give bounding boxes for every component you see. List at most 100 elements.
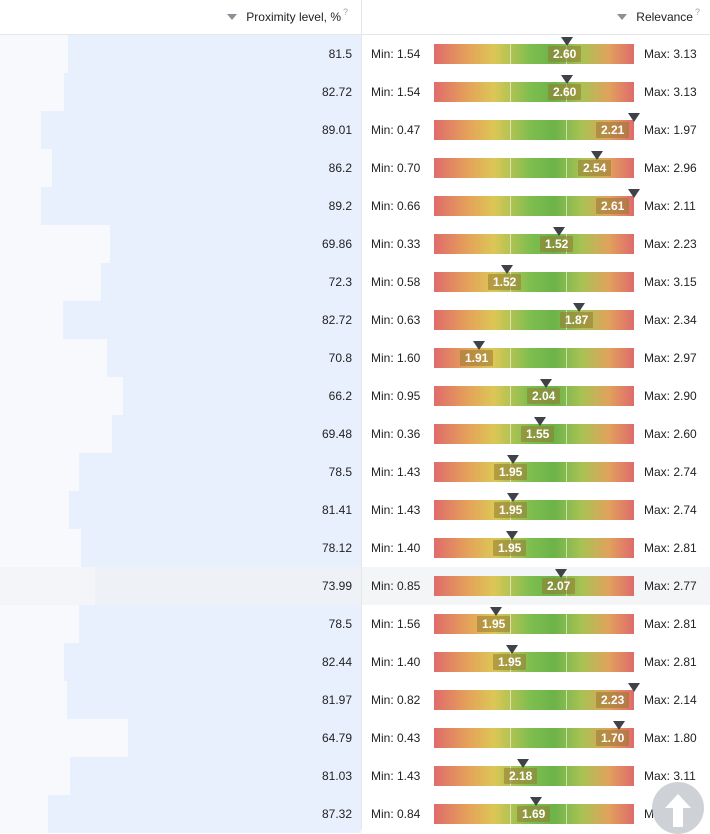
- table-row[interactable]: 89.01 Min: 0.47 2.21 Max: 1.97: [0, 111, 710, 149]
- table-row[interactable]: 69.48 Min: 0.36 1.55 Max: 2.60: [0, 415, 710, 453]
- relevance-value-badge: 2.60: [548, 46, 582, 62]
- bar-tick: [510, 614, 511, 634]
- proximity-value: 78.5: [328, 617, 352, 631]
- table-row[interactable]: 78.5 Min: 1.43 1.95 Max: 2.74: [0, 453, 710, 491]
- bar-tick: [566, 196, 567, 216]
- table-row[interactable]: 81.03 Min: 1.43 2.18 Max: 3.11: [0, 757, 710, 795]
- relevance-column-header[interactable]: Relevance ?: [362, 0, 700, 34]
- table-row[interactable]: 66.2 Min: 0.95 2.04 Max: 2.90: [0, 377, 710, 415]
- relevance-marker-icon: [613, 721, 625, 730]
- bar-tick: [510, 310, 511, 330]
- relevance-marker-icon: [501, 265, 513, 274]
- relevance-gradient-bar: 2.04: [434, 379, 634, 406]
- relevance-cell: Min: 0.47 2.21 Max: 1.97: [362, 111, 710, 149]
- relevance-max-label: Max: 2.81: [644, 617, 697, 631]
- relevance-marker-icon: [628, 189, 640, 198]
- sort-arrow-down-icon[interactable]: [617, 14, 628, 20]
- relevance-value-badge: 1.95: [493, 654, 527, 670]
- proximity-value: 82.72: [321, 313, 352, 327]
- relevance-max-label: Max: 2.74: [644, 465, 697, 479]
- proximity-cell: 78.5: [0, 453, 361, 491]
- relevance-cell: Min: 0.36 1.55 Max: 2.60: [362, 415, 710, 453]
- proximity-cell: 81.5: [0, 35, 361, 73]
- table-row[interactable]: 81.97 Min: 0.82 2.23 Max: 2.14: [0, 681, 710, 719]
- redacted-keyword: [0, 567, 95, 605]
- table-row[interactable]: 82.72 Min: 1.54 2.60 Max: 3.13: [0, 73, 710, 111]
- relevance-cell: Min: 0.70 2.54 Max: 2.96: [362, 149, 710, 187]
- relevance-max-label: Max: 3.13: [644, 47, 697, 61]
- redacted-keyword: [0, 111, 41, 149]
- relevance-cell: Min: 0.85 2.07 Max: 2.77: [362, 567, 710, 605]
- relevance-value-badge: 1.70: [596, 730, 630, 746]
- redacted-keyword: [0, 149, 52, 187]
- proximity-value: 72.3: [328, 275, 352, 289]
- redacted-keyword: [0, 605, 79, 643]
- scroll-to-top-button[interactable]: [652, 782, 704, 834]
- redacted-keyword: [0, 757, 70, 795]
- proximity-value: 73.99: [321, 579, 352, 593]
- proximity-value: 81.97: [321, 693, 352, 707]
- table-row[interactable]: 64.79 Min: 0.43 1.70 Max: 1.80: [0, 719, 710, 757]
- proximity-cell: 78.5: [0, 605, 361, 643]
- relevance-marker-icon: [517, 759, 529, 768]
- relevance-cell: Min: 0.63 1.87 Max: 2.34: [362, 301, 710, 339]
- relevance-min-label: Min: 1.43: [371, 769, 421, 783]
- relevance-value-badge: 1.95: [493, 540, 527, 556]
- proximity-value: 86.2: [328, 161, 352, 175]
- table-row[interactable]: 69.86 Min: 0.33 1.52 Max: 2.23: [0, 225, 710, 263]
- proximity-value: 64.79: [321, 731, 352, 745]
- relevance-marker-icon: [591, 151, 603, 160]
- help-icon[interactable]: ?: [342, 7, 348, 17]
- relevance-gradient-bar: 1.87: [434, 303, 634, 330]
- relevance-marker-icon: [628, 113, 640, 122]
- redacted-keyword: [0, 491, 69, 529]
- proximity-cell: 81.41: [0, 491, 361, 529]
- table-row[interactable]: 86.2 Min: 0.70 2.54 Max: 2.96: [0, 149, 710, 187]
- relevance-value-badge: 1.52: [488, 274, 522, 290]
- sort-arrow-down-icon[interactable]: [227, 14, 238, 20]
- table-row[interactable]: 70.8 Min: 1.60 1.91 Max: 2.97: [0, 339, 710, 377]
- table-row[interactable]: 82.72 Min: 0.63 1.87 Max: 2.34: [0, 301, 710, 339]
- table-row[interactable]: 82.44 Min: 1.40 1.95 Max: 2.81: [0, 643, 710, 681]
- bar-tick: [566, 500, 567, 520]
- proximity-cell: 82.72: [0, 73, 361, 111]
- help-icon[interactable]: ?: [694, 7, 700, 17]
- proximity-cell: 66.2: [0, 377, 361, 415]
- relevance-max-label: Max: 1.97: [644, 123, 697, 137]
- relevance-marker-icon: [506, 531, 518, 540]
- relevance-gradient-bar: 1.91: [434, 341, 634, 368]
- relevance-value-badge: 2.60: [548, 84, 582, 100]
- relevance-value-badge: 1.91: [460, 350, 494, 366]
- redacted-keyword: [0, 529, 81, 567]
- relevance-max-label: Max: 2.14: [644, 693, 697, 707]
- bar-tick: [510, 44, 511, 64]
- relevance-max-label: Max: 2.77: [644, 579, 697, 593]
- bar-tick: [566, 652, 567, 672]
- table-row[interactable]: 89.2 Min: 0.66 2.61 Max: 2.11: [0, 187, 710, 225]
- relevance-value-badge: 2.07: [542, 578, 576, 594]
- table-row[interactable]: 81.41 Min: 1.43 1.95 Max: 2.74: [0, 491, 710, 529]
- relevance-marker-icon: [561, 75, 573, 84]
- relevance-max-label: Max: 3.13: [644, 85, 697, 99]
- table-row[interactable]: 72.3 Min: 0.58 1.52 Max: 3.15: [0, 263, 710, 301]
- table-row[interactable]: 78.12 Min: 1.40 1.95 Max: 2.81: [0, 529, 710, 567]
- proximity-cell: 72.3: [0, 263, 361, 301]
- relevance-cell: Min: 1.54 2.60 Max: 3.13: [362, 35, 710, 73]
- relevance-max-label: Max: 2.34: [644, 313, 697, 327]
- relevance-marker-icon: [561, 37, 573, 46]
- table-row[interactable]: 87.32 Min: 0.84 1.69 M: [0, 795, 710, 833]
- redacted-keyword: [0, 339, 107, 377]
- table-row[interactable]: 81.5 Min: 1.54 2.60 Max: 3.13: [0, 35, 710, 73]
- proximity-column-header[interactable]: Proximity level, % ?: [0, 0, 348, 34]
- relevance-min-label: Min: 1.60: [371, 351, 421, 365]
- table-row[interactable]: 78.5 Min: 1.56 1.95 Max: 2.81: [0, 605, 710, 643]
- proximity-cell: 82.44: [0, 643, 361, 681]
- relevance-marker-icon: [530, 797, 542, 806]
- proximity-cell: 81.97: [0, 681, 361, 719]
- proximity-value: 82.72: [321, 85, 352, 99]
- table-row[interactable]: 73.99 Min: 0.85 2.07 Max: 2.77: [0, 567, 710, 605]
- relevance-gradient-bar: 2.21: [434, 113, 640, 140]
- table-header: Proximity level, % ? Relevance ?: [0, 0, 710, 35]
- relevance-min-label: Min: 0.36: [371, 427, 421, 441]
- relevance-gradient-bar: 1.52: [434, 265, 634, 292]
